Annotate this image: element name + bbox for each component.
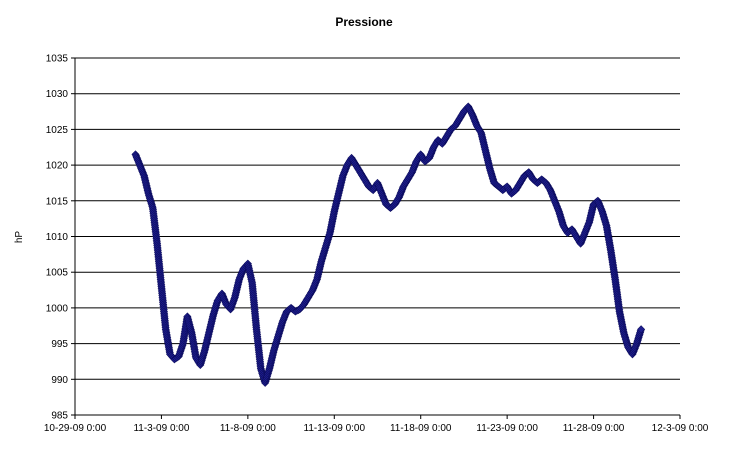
x-tick-label: 11-3-09 0:00 bbox=[133, 423, 189, 434]
y-tick-label: 1020 bbox=[46, 161, 69, 172]
x-tick-label: 10-29-09 0:00 bbox=[44, 423, 107, 434]
y-tick-label: 1025 bbox=[46, 125, 69, 136]
y-tick-label: 1035 bbox=[46, 54, 69, 65]
axes bbox=[71, 57, 681, 419]
x-tick-label: 11-23-09 0:00 bbox=[476, 423, 538, 434]
y-tick-labels: 985 990 995 1000 1005 1010 1015 1020 1025 1030 103… bbox=[46, 54, 69, 422]
x-tick-label: 11-18-09 0:00 bbox=[390, 423, 452, 434]
gridlines bbox=[75, 57, 680, 380]
x-tick-label: 11-28-09 0:00 bbox=[563, 423, 625, 434]
y-tick-label: 1000 bbox=[46, 303, 69, 314]
y-tick-label: 1010 bbox=[46, 232, 69, 243]
y-tick-label: 985 bbox=[51, 411, 68, 422]
chart-title: Pressione bbox=[335, 15, 393, 29]
x-tick-label: 11-13-09 0:00 bbox=[304, 423, 366, 434]
y-tick-label: 995 bbox=[51, 339, 68, 350]
y-tick-label: 1015 bbox=[46, 196, 69, 207]
y-axis-label: hP bbox=[14, 231, 25, 244]
y-tick-label: 990 bbox=[51, 375, 68, 386]
data-series bbox=[131, 102, 646, 387]
y-tick-label: 1030 bbox=[46, 89, 69, 100]
x-tick-labels: 10-29-09 0:00 11-3-09 0:00 11-8-09 0:00 11-… bbox=[44, 423, 709, 434]
x-tick-label: 12-3-09 0:00 bbox=[652, 423, 709, 434]
x-tick-label: 11-8-09 0:00 bbox=[220, 423, 276, 434]
y-tick-label: 1005 bbox=[46, 268, 69, 279]
data-point bbox=[637, 325, 646, 334]
